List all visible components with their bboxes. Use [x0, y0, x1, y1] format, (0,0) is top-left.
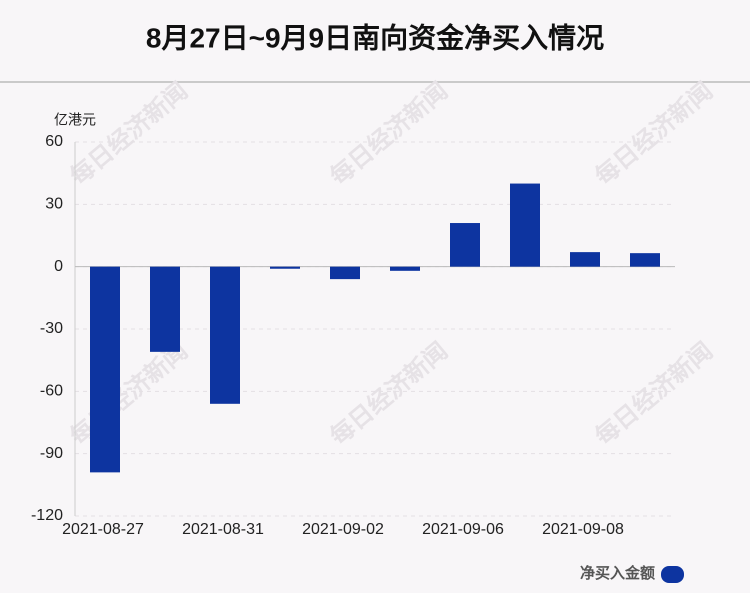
y-tick-label: -120 — [31, 507, 63, 524]
y-tick-label: 0 — [54, 258, 63, 275]
legend-label: 净买入金额 — [580, 564, 655, 582]
x-tick-label: 2021-09-08 — [542, 521, 624, 538]
bar — [270, 266, 300, 269]
bar — [330, 266, 360, 280]
x-tick-label: 2021-08-31 — [182, 521, 264, 538]
bar — [630, 253, 660, 267]
x-tick-label: 2021-09-06 — [422, 521, 504, 538]
x-tick-label: 2021-08-27 — [62, 521, 144, 538]
bar — [510, 183, 540, 267]
y-tick-label: 30 — [45, 196, 63, 213]
legend-swatch — [661, 566, 684, 583]
bar — [390, 266, 420, 271]
y-tick-label: -30 — [40, 320, 63, 337]
y-axis-label: 亿港元 — [54, 112, 96, 128]
chart-title: 8月27日~9月9日南向资金净买入情况 — [146, 21, 604, 53]
y-tick-label: -60 — [40, 383, 63, 400]
bar — [210, 266, 240, 404]
x-tick-label: 2021-09-02 — [302, 521, 384, 538]
y-tick-label: -90 — [40, 445, 63, 462]
bar — [150, 266, 180, 352]
bar — [450, 223, 480, 267]
bar — [90, 266, 120, 473]
bar — [570, 252, 600, 267]
y-tick-label: 60 — [45, 133, 63, 150]
